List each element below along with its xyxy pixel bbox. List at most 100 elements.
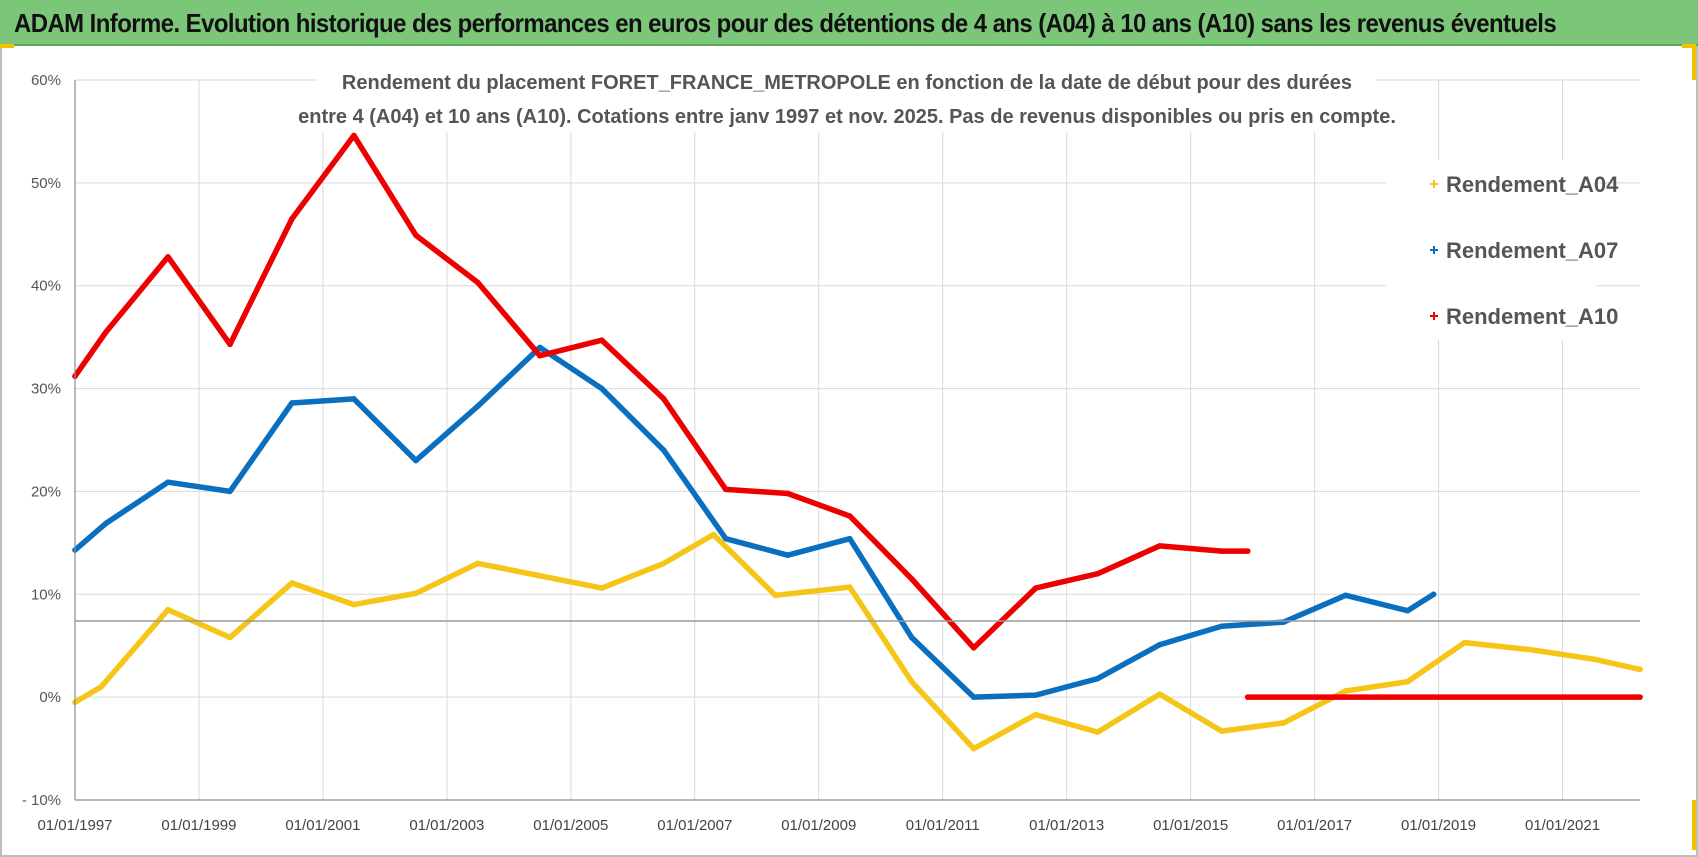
data-point xyxy=(289,216,295,222)
data-point xyxy=(1218,548,1225,554)
data-point xyxy=(1280,619,1287,625)
chart-title-line2: entre 4 (A04) et 10 ans (A10). Cotations… xyxy=(298,106,1396,128)
data-point xyxy=(103,329,109,335)
legend-background xyxy=(1386,160,1596,340)
data-point xyxy=(1156,641,1163,648)
x-tick-label: 01/01/2009 xyxy=(781,817,856,834)
data-point xyxy=(908,678,915,685)
data-point xyxy=(537,344,543,351)
data-point xyxy=(784,490,791,497)
data-point xyxy=(1094,675,1101,682)
data-point xyxy=(165,254,171,260)
x-tick-label: 01/01/2001 xyxy=(285,817,360,834)
x-tick-label: 01/01/2017 xyxy=(1277,817,1352,834)
data-point xyxy=(227,341,233,348)
x-tick-label: 01/01/2011 xyxy=(906,817,980,834)
corner-marker-top-left xyxy=(0,44,14,48)
series-line-0 xyxy=(72,531,1643,752)
x-tick-label: 01/01/2013 xyxy=(1029,817,1104,834)
data-point xyxy=(661,560,667,567)
data-point xyxy=(970,644,977,651)
legend-label: Rendement_A07 xyxy=(1446,238,1618,263)
data-point xyxy=(1244,548,1251,554)
data-point xyxy=(165,606,171,613)
data-point xyxy=(1637,694,1643,700)
data-point xyxy=(103,520,109,527)
data-point xyxy=(1461,639,1468,646)
data-point xyxy=(351,396,357,402)
data-point xyxy=(1218,728,1225,734)
data-point xyxy=(1032,711,1039,718)
data-point xyxy=(772,592,779,599)
data-point xyxy=(1156,543,1163,549)
data-point xyxy=(1032,692,1039,698)
data-point xyxy=(475,560,481,567)
data-point xyxy=(289,400,295,406)
data-point xyxy=(710,531,717,538)
data-point xyxy=(98,684,104,690)
data-point xyxy=(537,352,543,359)
data-point xyxy=(1590,656,1597,662)
data-point xyxy=(1404,607,1411,614)
data-point xyxy=(661,396,667,402)
data-point xyxy=(722,535,729,542)
data-point xyxy=(413,232,419,239)
data-point xyxy=(846,535,853,542)
x-tick-label: 01/01/2021 xyxy=(1525,817,1600,834)
y-tick-label: 40% xyxy=(31,278,61,295)
data-point xyxy=(1244,694,1251,700)
series-line-1 xyxy=(72,344,1437,700)
data-point xyxy=(1342,688,1349,694)
data-point xyxy=(1404,678,1411,685)
data-point xyxy=(165,479,171,485)
chart-title-line1: Rendement du placement FORET_FRANCE_METR… xyxy=(342,72,1352,94)
x-tick-label: 01/01/2019 xyxy=(1401,817,1476,834)
axes-layer: - 10% 0% 10% 20% 30% 40% 50% 60% 01/01/1997 01/01… xyxy=(22,72,1640,834)
y-tick-label: 60% xyxy=(31,72,61,89)
legend-label: Rendement_A04 xyxy=(1446,172,1619,197)
legend-label: Rendement_A10 xyxy=(1446,304,1618,329)
series-layer xyxy=(72,132,1643,752)
corner-marker-top-right xyxy=(1682,44,1696,48)
data-point xyxy=(475,279,481,286)
y-tick-label: 0% xyxy=(39,689,61,706)
y-tick-label: 50% xyxy=(31,175,61,192)
data-point xyxy=(1094,570,1101,577)
data-point xyxy=(1094,729,1101,735)
data-point xyxy=(908,634,915,641)
x-tick-label: 01/01/2007 xyxy=(657,817,732,834)
data-point xyxy=(846,584,853,590)
data-point xyxy=(599,385,605,392)
data-point xyxy=(1430,591,1437,598)
report-banner: ADAM Informe. Evolution historique des p… xyxy=(0,0,1698,46)
x-tick-label: 01/01/2015 xyxy=(1153,817,1228,834)
legend: Rendement_A04 Rendement_A07 Rendement_A10 xyxy=(1430,172,1619,329)
data-point xyxy=(227,488,233,495)
data-point xyxy=(722,486,729,493)
report-title: ADAM Informe. Evolution historique des p… xyxy=(14,8,1557,38)
data-point xyxy=(1342,592,1349,599)
y-tick-label: - 10% xyxy=(22,792,61,809)
x-tick-label: 01/01/2003 xyxy=(409,817,484,834)
data-point xyxy=(908,576,915,582)
data-point xyxy=(1218,623,1225,629)
data-point xyxy=(227,634,233,641)
y-tick-label: 10% xyxy=(31,586,61,603)
data-point xyxy=(599,585,605,591)
data-point xyxy=(1528,647,1535,653)
data-point xyxy=(1637,666,1643,673)
data-point xyxy=(413,590,419,597)
x-tick-label: 01/01/2005 xyxy=(533,817,608,834)
data-point xyxy=(351,601,357,608)
data-point xyxy=(784,552,791,558)
data-point xyxy=(599,337,605,344)
series-line-2 xyxy=(72,132,1251,651)
corner-marker-bottom-right xyxy=(1692,800,1696,850)
data-point xyxy=(289,580,295,586)
data-point xyxy=(1156,691,1163,697)
data-point xyxy=(846,513,853,519)
data-point xyxy=(351,132,357,139)
data-point xyxy=(1032,585,1039,591)
x-tick-label: 01/01/1997 xyxy=(37,817,112,834)
